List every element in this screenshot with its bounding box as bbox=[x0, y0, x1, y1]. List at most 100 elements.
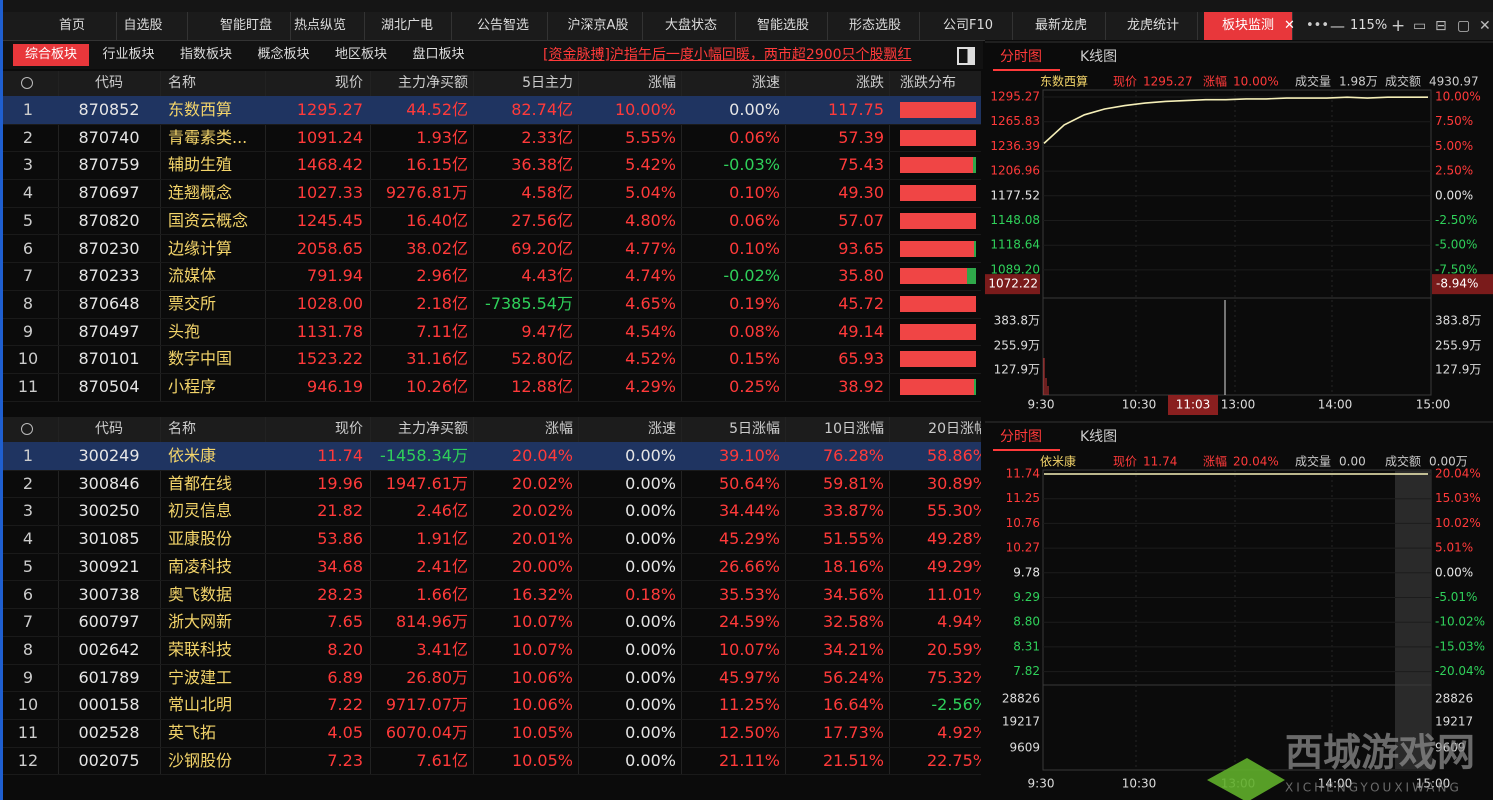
column-header[interactable]: 名称 bbox=[168, 75, 196, 91]
more-icon[interactable]: ••• bbox=[1306, 18, 1330, 33]
cell: 21.11% bbox=[718, 750, 780, 770]
sub-tab[interactable]: 综合板块 bbox=[13, 44, 89, 66]
nav-tab[interactable]: 首页 bbox=[14, 12, 117, 40]
column-header[interactable]: 现价 bbox=[335, 421, 363, 437]
table-row[interactable]: 10 000158 常山北明 7.22 9717.07万 10.06% 0.00% 11.25… bbox=[3, 691, 981, 720]
table-row[interactable]: 1 300249 依米康 11.74 -1458.34万 20.04% 0.00% 39.10… bbox=[3, 442, 981, 471]
cell: 10.05% bbox=[511, 723, 573, 742]
nav-tab[interactable]: 自选股 bbox=[99, 12, 188, 40]
table-row[interactable]: 8 002642 荣联科技 8.20 3.41亿 10.07% 0.00% 10.07% 34.… bbox=[3, 636, 981, 665]
column-header[interactable]: 代码 bbox=[95, 421, 123, 437]
zoom-out[interactable]: — bbox=[1330, 17, 1345, 35]
pct-label: 5.01% bbox=[1435, 541, 1473, 555]
column-header[interactable]: 5日涨幅 bbox=[729, 421, 780, 437]
cell: 0.06% bbox=[729, 127, 780, 147]
column-header[interactable]: 20日涨幅 bbox=[928, 421, 981, 437]
nav-tab[interactable]: 湖北广电 bbox=[363, 12, 452, 40]
zoom-in[interactable]: + bbox=[1391, 16, 1406, 36]
layout-icon[interactable] bbox=[957, 47, 975, 65]
table-row[interactable]: 7 870233 流媒体 791.94 2.96亿 4.43亿 4.74% -0.02% 35.… bbox=[3, 262, 981, 291]
window-icon[interactable]: ⊟ bbox=[1435, 18, 1447, 34]
cell: 44.52亿 bbox=[406, 100, 468, 119]
table-row[interactable]: 10 870101 数字中国 1523.22 31.16亿 52.80亿 4.52% 0.15… bbox=[3, 345, 981, 374]
nav-tab[interactable]: 形态选股 bbox=[831, 12, 920, 40]
info-label: 现价 bbox=[1113, 75, 1137, 89]
window-icon[interactable]: ✕ bbox=[1479, 18, 1491, 34]
nav-tab[interactable]: 热点纵览 bbox=[276, 12, 365, 40]
price-label: 1118.64 bbox=[990, 238, 1040, 252]
nav-tab[interactable]: 智能盯盘 bbox=[202, 12, 291, 40]
column-divider bbox=[265, 71, 266, 401]
cell: 2 bbox=[22, 127, 34, 147]
nav-tab[interactable]: 板块监测 bbox=[1204, 12, 1293, 40]
cell: 10.07% bbox=[511, 612, 573, 632]
table-row[interactable]: 6 300738 奥飞数据 28.23 1.66亿 16.32% 0.18% 35.53% 34… bbox=[3, 581, 981, 610]
column-header[interactable]: 现价 bbox=[335, 75, 363, 91]
volume-label: 19217 bbox=[1435, 715, 1473, 729]
cell: 辅助生殖 bbox=[168, 155, 233, 175]
cell: 10 bbox=[17, 349, 39, 369]
cell: 1.66亿 bbox=[416, 584, 468, 604]
table-row[interactable]: 1 870852 东数西算 1295.27 44.52亿 82.74亿 10.00% 0.00… bbox=[3, 96, 981, 125]
sub-tab[interactable]: 盘口板块 bbox=[412, 47, 465, 62]
table-row[interactable]: 6 870230 边缘计算 2058.65 38.02亿 69.20亿 4.77% 0.10%… bbox=[3, 235, 981, 264]
close-icon[interactable]: ✕ bbox=[1284, 18, 1295, 33]
cell: 9276.81万 bbox=[385, 183, 468, 203]
column-header[interactable]: 涨跌 bbox=[856, 75, 884, 91]
column-header[interactable]: 代码 bbox=[95, 75, 123, 91]
info-value: 0.00 bbox=[1339, 455, 1366, 469]
column-header[interactable]: 主力净买额 bbox=[398, 421, 468, 437]
table-row[interactable]: 4 870697 连翘概念 1027.33 9276.81万 4.58亿 5.04% 0.10… bbox=[3, 179, 981, 208]
cell: 49.14 bbox=[838, 321, 884, 341]
nav-tab[interactable]: 智能选股 bbox=[739, 12, 828, 40]
table-row[interactable]: 5 300921 南凌科技 34.68 2.41亿 20.00% 0.00% 26.66% 18… bbox=[3, 553, 981, 582]
nav-tab[interactable]: 公司F10 bbox=[924, 12, 1013, 40]
cell: 0.10% bbox=[729, 183, 780, 203]
table-row[interactable]: 3 300250 初灵信息 21.82 2.46亿 20.02% 0.00% 34.44% 33… bbox=[3, 497, 981, 527]
table-row[interactable]: 3 870759 辅助生殖 1468.42 16.15亿 36.38亿 5.42% -0.03… bbox=[3, 151, 981, 181]
table-row[interactable]: 4 301085 亚康股份 53.86 1.91亿 20.01% 0.00% 45.29% 51… bbox=[3, 525, 981, 554]
table-row[interactable]: 2 870740 青霉素类... 1091.24 1.93亿 2.33亿 5.55% 0.06… bbox=[3, 124, 981, 153]
column-header[interactable]: 涨速 bbox=[648, 421, 676, 437]
nav-tab[interactable]: 最新龙虎 bbox=[1017, 12, 1106, 40]
sort-icon[interactable] bbox=[21, 77, 33, 89]
nav-tab[interactable]: 公告智选 bbox=[459, 12, 548, 40]
table-row[interactable]: 9 601789 宁波建工 6.89 26.80万 10.06% 0.00% 45.97% 56… bbox=[3, 664, 981, 693]
sort-icon[interactable] bbox=[21, 423, 33, 435]
column-header[interactable]: 10日涨幅 bbox=[824, 421, 884, 437]
column-header[interactable]: 涨速 bbox=[752, 75, 780, 91]
column-header[interactable]: 涨幅 bbox=[545, 421, 573, 437]
volume-label: 255.9万 bbox=[994, 339, 1040, 353]
sub-tab[interactable]: 指数板块 bbox=[179, 47, 232, 62]
volume-label: 383.8万 bbox=[1435, 314, 1481, 328]
table-row[interactable]: 8 870648 票交所 1028.00 2.18亿 -7385.54万 4.65% 0.19… bbox=[3, 290, 981, 319]
price-label: 10.27 bbox=[1006, 541, 1040, 555]
table-row[interactable]: 9 870497 头孢 1131.78 7.11亿 9.47亿 4.54% 0.08% 49.1… bbox=[3, 318, 981, 347]
cell: 26.66% bbox=[718, 556, 780, 576]
cell: 57.07 bbox=[838, 210, 884, 230]
column-header[interactable]: 涨跌分布 bbox=[900, 75, 956, 91]
news-link[interactable]: [资金脉搏]沪指午后一度小幅回暖，两市超2900只个股飘红 bbox=[543, 47, 912, 63]
nav-tab[interactable]: 龙虎统计 bbox=[1109, 12, 1198, 40]
column-header[interactable]: 5日主力 bbox=[522, 75, 573, 91]
table-row[interactable]: 11 870504 小程序 946.19 10.26亿 12.88亿 4.29% 0.25% 3… bbox=[3, 373, 981, 402]
sub-tab[interactable]: 行业板块 bbox=[102, 47, 155, 62]
table-row[interactable]: 5 870820 国资云概念 1245.45 16.40亿 27.56亿 4.80% 0.06… bbox=[3, 207, 981, 236]
cell: 7.65 bbox=[327, 612, 363, 632]
window-icon[interactable]: ▢ bbox=[1457, 18, 1471, 34]
window-icon[interactable]: ▭ bbox=[1413, 18, 1427, 34]
nav-tab[interactable]: 沪深京A股 bbox=[554, 12, 643, 40]
cell: 18.16% bbox=[822, 556, 884, 576]
column-header[interactable]: 主力净买额 bbox=[398, 75, 468, 91]
table-row[interactable]: 7 600797 浙大网新 7.65 814.96万 10.07% 0.00% 24.59% 3… bbox=[3, 608, 981, 637]
cell: 870697 bbox=[78, 183, 140, 203]
sub-tab[interactable]: 地区板块 bbox=[334, 47, 387, 62]
cell: 10.06% bbox=[511, 695, 573, 715]
table-row[interactable]: 2 300846 首都在线 19.96 1947.61万 20.02% 0.00% 50.64… bbox=[3, 470, 981, 499]
nav-tab[interactable]: 大盘状态 bbox=[647, 12, 736, 40]
sub-tab[interactable]: 概念板块 bbox=[257, 47, 310, 62]
table-row[interactable]: 11 002528 英飞拓 4.05 6070.04万 10.05% 0.00% 12.50%… bbox=[3, 719, 981, 748]
column-header[interactable]: 涨幅 bbox=[648, 75, 676, 91]
column-header[interactable]: 名称 bbox=[168, 421, 196, 437]
table-row[interactable]: 12 002075 沙钢股份 7.23 7.61亿 10.05% 0.00% 21.11% 21… bbox=[3, 747, 981, 776]
